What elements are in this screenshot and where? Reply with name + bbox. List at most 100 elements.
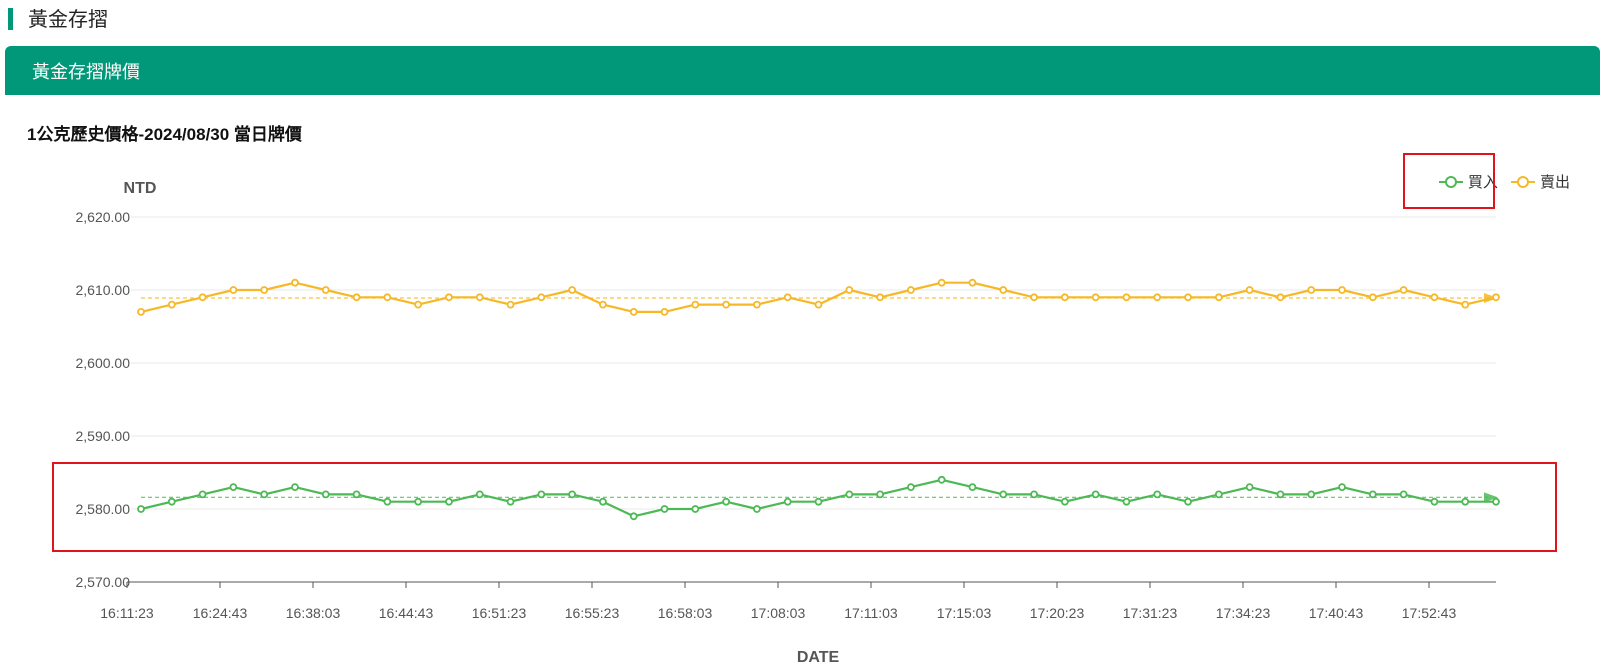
x-tick-label: 16:58:03 [658, 605, 713, 621]
data-point [383, 293, 392, 302]
data-point [660, 307, 669, 316]
data-point [1060, 293, 1069, 302]
average-arrow [1484, 492, 1498, 503]
data-point [475, 490, 484, 499]
data-point [506, 300, 515, 309]
series-buy [137, 475, 1500, 521]
data-point [568, 490, 577, 499]
data-point [722, 497, 731, 506]
x-tick-label: 17:15:03 [937, 605, 992, 621]
series-sell [137, 278, 1500, 316]
data-point [1091, 293, 1100, 302]
data-point [629, 307, 638, 316]
legend: 買入 賣出 [1431, 171, 1570, 195]
x-tick-label: 17:40:43 [1309, 605, 1364, 621]
data-point [1245, 483, 1254, 492]
data-point [198, 490, 207, 499]
data-point [383, 497, 392, 506]
x-tick-label: 17:20:23 [1030, 605, 1085, 621]
data-point [1276, 490, 1285, 499]
data-point [1399, 490, 1408, 499]
legend-item-buy[interactable]: 買入 [1438, 171, 1498, 192]
data-point [1338, 483, 1346, 492]
data-point [1430, 293, 1439, 302]
x-tick-label: 16:51:23 [472, 605, 527, 621]
chart-title: 1公克歷史價格-2024/08/30 當日牌價 [27, 125, 302, 144]
buy-series-highlight-box [52, 462, 1557, 552]
x-tick-label: 17:52:43 [1402, 605, 1457, 621]
data-point [1030, 293, 1038, 302]
data-point [137, 505, 145, 513]
x-tick-label: 16:55:23 [565, 605, 620, 621]
data-point [753, 505, 761, 513]
data-point [845, 490, 854, 499]
data-point [568, 286, 577, 294]
page-title-row: 黃金存摺 [0, 0, 1600, 40]
data-point [1307, 286, 1316, 294]
panel-header-title: 黃金存摺牌價 [32, 62, 140, 83]
data-point [321, 286, 330, 294]
data-point [1430, 497, 1439, 506]
data-point [1030, 490, 1038, 499]
y-tick-label: 2,570.00 [76, 574, 131, 590]
data-point [876, 490, 884, 499]
y-tick-label: 2,600.00 [76, 355, 131, 371]
y-tick-label: 2,590.00 [76, 428, 131, 444]
legend-buy-icon [1438, 175, 1463, 188]
legend-item-sell[interactable]: 賣出 [1510, 171, 1570, 192]
data-point [1184, 293, 1192, 302]
data-point [291, 483, 299, 492]
data-point [291, 278, 299, 287]
data-point [321, 490, 330, 499]
y-tick-label: 2,610.00 [76, 282, 131, 298]
data-point [260, 286, 269, 294]
data-point [1338, 286, 1346, 294]
legend-highlight-box [1403, 153, 1495, 209]
data-point [1122, 293, 1131, 302]
data-point [845, 286, 854, 294]
data-point [1276, 293, 1285, 302]
data-point [1060, 497, 1069, 506]
data-point [475, 293, 484, 302]
data-point [506, 497, 515, 506]
x-axis-title: DATE [797, 649, 840, 666]
data-point [1184, 497, 1192, 506]
data-point [1153, 490, 1162, 499]
data-point [1214, 293, 1223, 302]
legend-sell-icon [1510, 175, 1535, 188]
x-tick-label: 17:11:03 [844, 605, 898, 621]
data-point [229, 483, 238, 492]
x-tick-label: 16:38:03 [286, 605, 341, 621]
data-point [937, 278, 946, 287]
data-point [1368, 293, 1377, 302]
data-point [1492, 497, 1500, 506]
data-point [783, 497, 792, 506]
title-accent-bar [8, 8, 13, 30]
y-tick-label: 2,620.00 [76, 209, 131, 225]
data-point [1461, 300, 1470, 309]
data-point [167, 497, 176, 506]
data-point [906, 286, 915, 294]
x-tick-label: 16:24:43 [193, 605, 248, 621]
page-title: 黃金存摺 [28, 7, 108, 31]
data-point [783, 293, 792, 302]
data-point [599, 300, 607, 309]
data-point [691, 505, 700, 513]
data-point [937, 475, 946, 484]
data-point [198, 293, 207, 302]
data-point [137, 307, 145, 316]
legend-buy-label: 買入 [1467, 173, 1498, 191]
data-point [1492, 293, 1500, 302]
data-point [1399, 286, 1408, 294]
x-tick-label: 16:44:43 [379, 605, 434, 621]
x-tick-label: 17:34:23 [1216, 605, 1271, 621]
data-point [999, 490, 1008, 499]
data-point [1307, 490, 1316, 499]
data-point [814, 300, 823, 309]
panel-header: 黃金存摺牌價 [5, 46, 1600, 95]
data-point [1245, 286, 1254, 294]
data-point [629, 512, 638, 521]
data-point [753, 300, 761, 309]
data-point [537, 293, 546, 302]
